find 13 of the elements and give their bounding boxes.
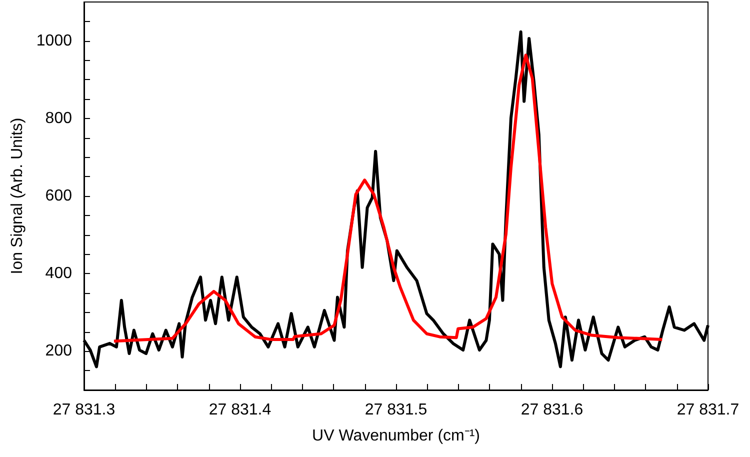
y-tick-label: 200 xyxy=(45,342,72,360)
x-tick-label: 27 831.5 xyxy=(364,402,428,418)
x-tick-label: 27 831.3 xyxy=(52,402,116,418)
y-tick-label: 400 xyxy=(45,265,72,282)
y-tick-label: 1000 xyxy=(36,32,72,50)
x-axis-title: UV Wavenumber (cm⁻¹) xyxy=(312,428,480,444)
y-tick-label: 800 xyxy=(45,110,72,127)
y-tick-label: 600 xyxy=(45,188,72,204)
x-tick-label: 27 831.4 xyxy=(208,402,272,418)
line-series xyxy=(112,54,664,343)
y-axis-title: Ion Signal (Arb. Units) xyxy=(9,118,26,274)
x-tick-label: 27 831.7 xyxy=(676,402,740,418)
x-tick-label: 27 831.6 xyxy=(520,402,584,418)
